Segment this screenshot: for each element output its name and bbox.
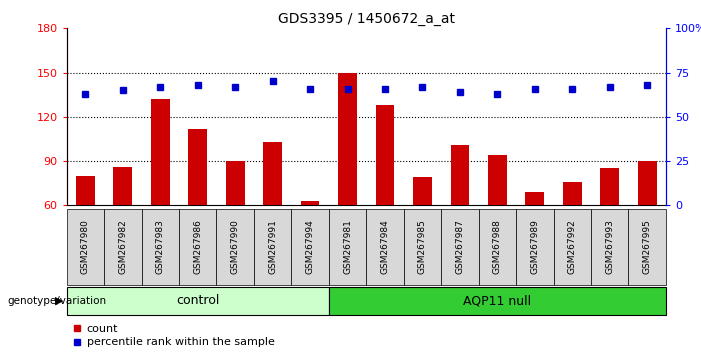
Bar xyxy=(516,209,554,285)
Text: GSM267992: GSM267992 xyxy=(568,219,577,274)
Bar xyxy=(142,209,179,285)
Bar xyxy=(179,209,217,285)
Text: GSM267993: GSM267993 xyxy=(605,219,614,274)
Text: control: control xyxy=(176,295,219,307)
Bar xyxy=(329,209,366,285)
Bar xyxy=(254,209,292,285)
Bar xyxy=(479,209,516,285)
Bar xyxy=(338,73,357,205)
Bar xyxy=(591,209,629,285)
Text: GSM267981: GSM267981 xyxy=(343,219,352,274)
Bar xyxy=(563,182,582,205)
Text: GSM267991: GSM267991 xyxy=(268,219,277,274)
Text: GSM267987: GSM267987 xyxy=(456,219,465,274)
Bar xyxy=(151,99,170,205)
Legend: count, percentile rank within the sample: count, percentile rank within the sample xyxy=(72,324,275,348)
Bar xyxy=(629,209,666,285)
Text: genotype/variation: genotype/variation xyxy=(7,296,106,306)
Text: GSM267985: GSM267985 xyxy=(418,219,427,274)
Text: GSM267990: GSM267990 xyxy=(231,219,240,274)
Text: GSM267988: GSM267988 xyxy=(493,219,502,274)
Bar xyxy=(76,176,95,205)
Bar xyxy=(526,192,544,205)
Bar xyxy=(413,177,432,205)
Bar xyxy=(301,201,320,205)
Text: GSM267989: GSM267989 xyxy=(531,219,539,274)
Bar xyxy=(226,161,245,205)
Text: GSM267982: GSM267982 xyxy=(118,219,128,274)
Text: GSM267983: GSM267983 xyxy=(156,219,165,274)
Bar xyxy=(264,142,282,205)
Text: GSM267995: GSM267995 xyxy=(643,219,652,274)
Bar xyxy=(292,209,329,285)
Bar xyxy=(104,209,142,285)
Text: AQP11 null: AQP11 null xyxy=(463,295,531,307)
Bar xyxy=(600,169,619,205)
Bar xyxy=(366,209,404,285)
Bar xyxy=(441,209,479,285)
Bar xyxy=(554,209,591,285)
Text: GSM267986: GSM267986 xyxy=(193,219,202,274)
Text: ▶: ▶ xyxy=(55,296,63,306)
Bar xyxy=(114,167,132,205)
Text: GSM267984: GSM267984 xyxy=(381,219,390,274)
Bar xyxy=(638,161,657,205)
Title: GDS3395 / 1450672_a_at: GDS3395 / 1450672_a_at xyxy=(278,12,455,26)
Bar xyxy=(329,287,666,315)
Bar xyxy=(217,209,254,285)
Bar xyxy=(488,155,507,205)
Bar xyxy=(451,145,469,205)
Bar xyxy=(404,209,441,285)
Bar xyxy=(67,209,104,285)
Bar xyxy=(189,129,207,205)
Text: GSM267994: GSM267994 xyxy=(306,219,315,274)
Bar xyxy=(67,287,329,315)
Text: GSM267980: GSM267980 xyxy=(81,219,90,274)
Bar xyxy=(376,105,395,205)
